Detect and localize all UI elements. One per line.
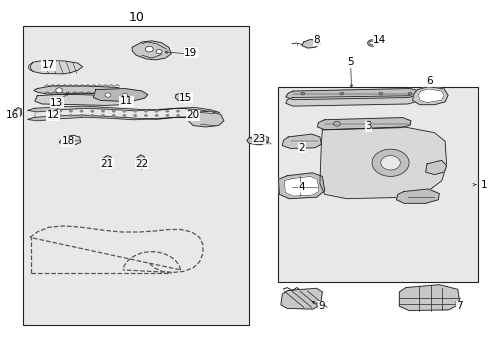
Circle shape [176, 114, 180, 117]
Polygon shape [417, 89, 443, 103]
Circle shape [339, 92, 343, 95]
Polygon shape [34, 86, 125, 96]
Circle shape [197, 110, 201, 113]
Polygon shape [14, 108, 21, 117]
Circle shape [197, 114, 201, 117]
Circle shape [80, 114, 83, 117]
Bar [22, 26, 249, 325]
Polygon shape [27, 106, 220, 122]
Circle shape [176, 110, 180, 113]
Polygon shape [93, 89, 147, 101]
Polygon shape [135, 155, 144, 165]
Circle shape [208, 110, 212, 113]
Circle shape [101, 114, 105, 117]
Polygon shape [317, 118, 410, 130]
Bar [278, 87, 477, 282]
Polygon shape [59, 135, 81, 145]
Circle shape [112, 114, 116, 117]
Polygon shape [102, 156, 112, 164]
Circle shape [133, 110, 137, 113]
Circle shape [156, 49, 162, 54]
Circle shape [367, 40, 376, 46]
Text: 4: 4 [298, 182, 305, 192]
Circle shape [154, 110, 158, 113]
Polygon shape [319, 127, 446, 199]
Circle shape [186, 114, 190, 117]
Polygon shape [285, 89, 418, 100]
Circle shape [90, 114, 94, 117]
Circle shape [378, 92, 382, 95]
Circle shape [101, 110, 105, 113]
Text: 2: 2 [298, 143, 305, 153]
Polygon shape [175, 93, 188, 100]
Text: 20: 20 [186, 111, 199, 121]
Circle shape [369, 41, 374, 45]
Text: 10: 10 [128, 12, 144, 24]
Circle shape [371, 149, 408, 176]
Text: 14: 14 [372, 35, 386, 45]
Circle shape [333, 121, 340, 126]
Circle shape [154, 114, 158, 117]
Circle shape [186, 110, 190, 113]
Text: 9: 9 [317, 301, 324, 311]
Circle shape [165, 114, 169, 117]
Polygon shape [282, 134, 321, 148]
Polygon shape [246, 135, 268, 145]
Text: 23: 23 [252, 134, 265, 144]
Circle shape [133, 114, 137, 117]
Polygon shape [132, 41, 171, 60]
Text: 16: 16 [6, 111, 19, 121]
Circle shape [407, 92, 411, 95]
Text: 18: 18 [61, 136, 74, 146]
Polygon shape [425, 160, 446, 175]
Polygon shape [188, 111, 224, 127]
Polygon shape [280, 288, 322, 309]
Text: 21: 21 [100, 159, 113, 169]
Circle shape [380, 156, 400, 170]
Text: 22: 22 [135, 159, 148, 169]
Circle shape [122, 110, 126, 113]
Text: 12: 12 [47, 111, 60, 121]
Polygon shape [278, 173, 324, 199]
Text: 1: 1 [480, 180, 487, 190]
Text: 7: 7 [455, 301, 462, 311]
Polygon shape [285, 96, 417, 106]
Circle shape [105, 93, 111, 97]
Circle shape [47, 110, 51, 113]
Text: 8: 8 [312, 35, 319, 45]
Circle shape [69, 110, 73, 113]
Circle shape [56, 88, 62, 93]
Circle shape [80, 110, 83, 113]
Circle shape [58, 110, 62, 113]
Circle shape [165, 110, 169, 113]
Circle shape [58, 114, 62, 117]
Circle shape [145, 46, 153, 52]
Text: 19: 19 [184, 48, 197, 58]
Circle shape [143, 110, 147, 113]
Circle shape [143, 114, 147, 117]
Circle shape [300, 92, 304, 95]
Circle shape [112, 110, 116, 113]
Circle shape [69, 114, 73, 117]
Text: 6: 6 [426, 76, 432, 86]
Text: 3: 3 [365, 121, 371, 131]
Polygon shape [396, 189, 438, 203]
Circle shape [122, 93, 127, 97]
Circle shape [208, 114, 212, 117]
Polygon shape [30, 60, 82, 74]
Polygon shape [399, 285, 459, 311]
Polygon shape [412, 87, 447, 105]
Text: 13: 13 [50, 98, 63, 108]
Polygon shape [35, 93, 127, 105]
Polygon shape [284, 176, 318, 196]
Circle shape [90, 110, 94, 113]
Circle shape [47, 114, 51, 117]
Text: 5: 5 [346, 57, 353, 67]
Polygon shape [301, 40, 319, 48]
Text: 11: 11 [120, 96, 133, 106]
Text: 17: 17 [42, 60, 55, 70]
Text: 15: 15 [179, 93, 192, 103]
Circle shape [122, 114, 126, 117]
